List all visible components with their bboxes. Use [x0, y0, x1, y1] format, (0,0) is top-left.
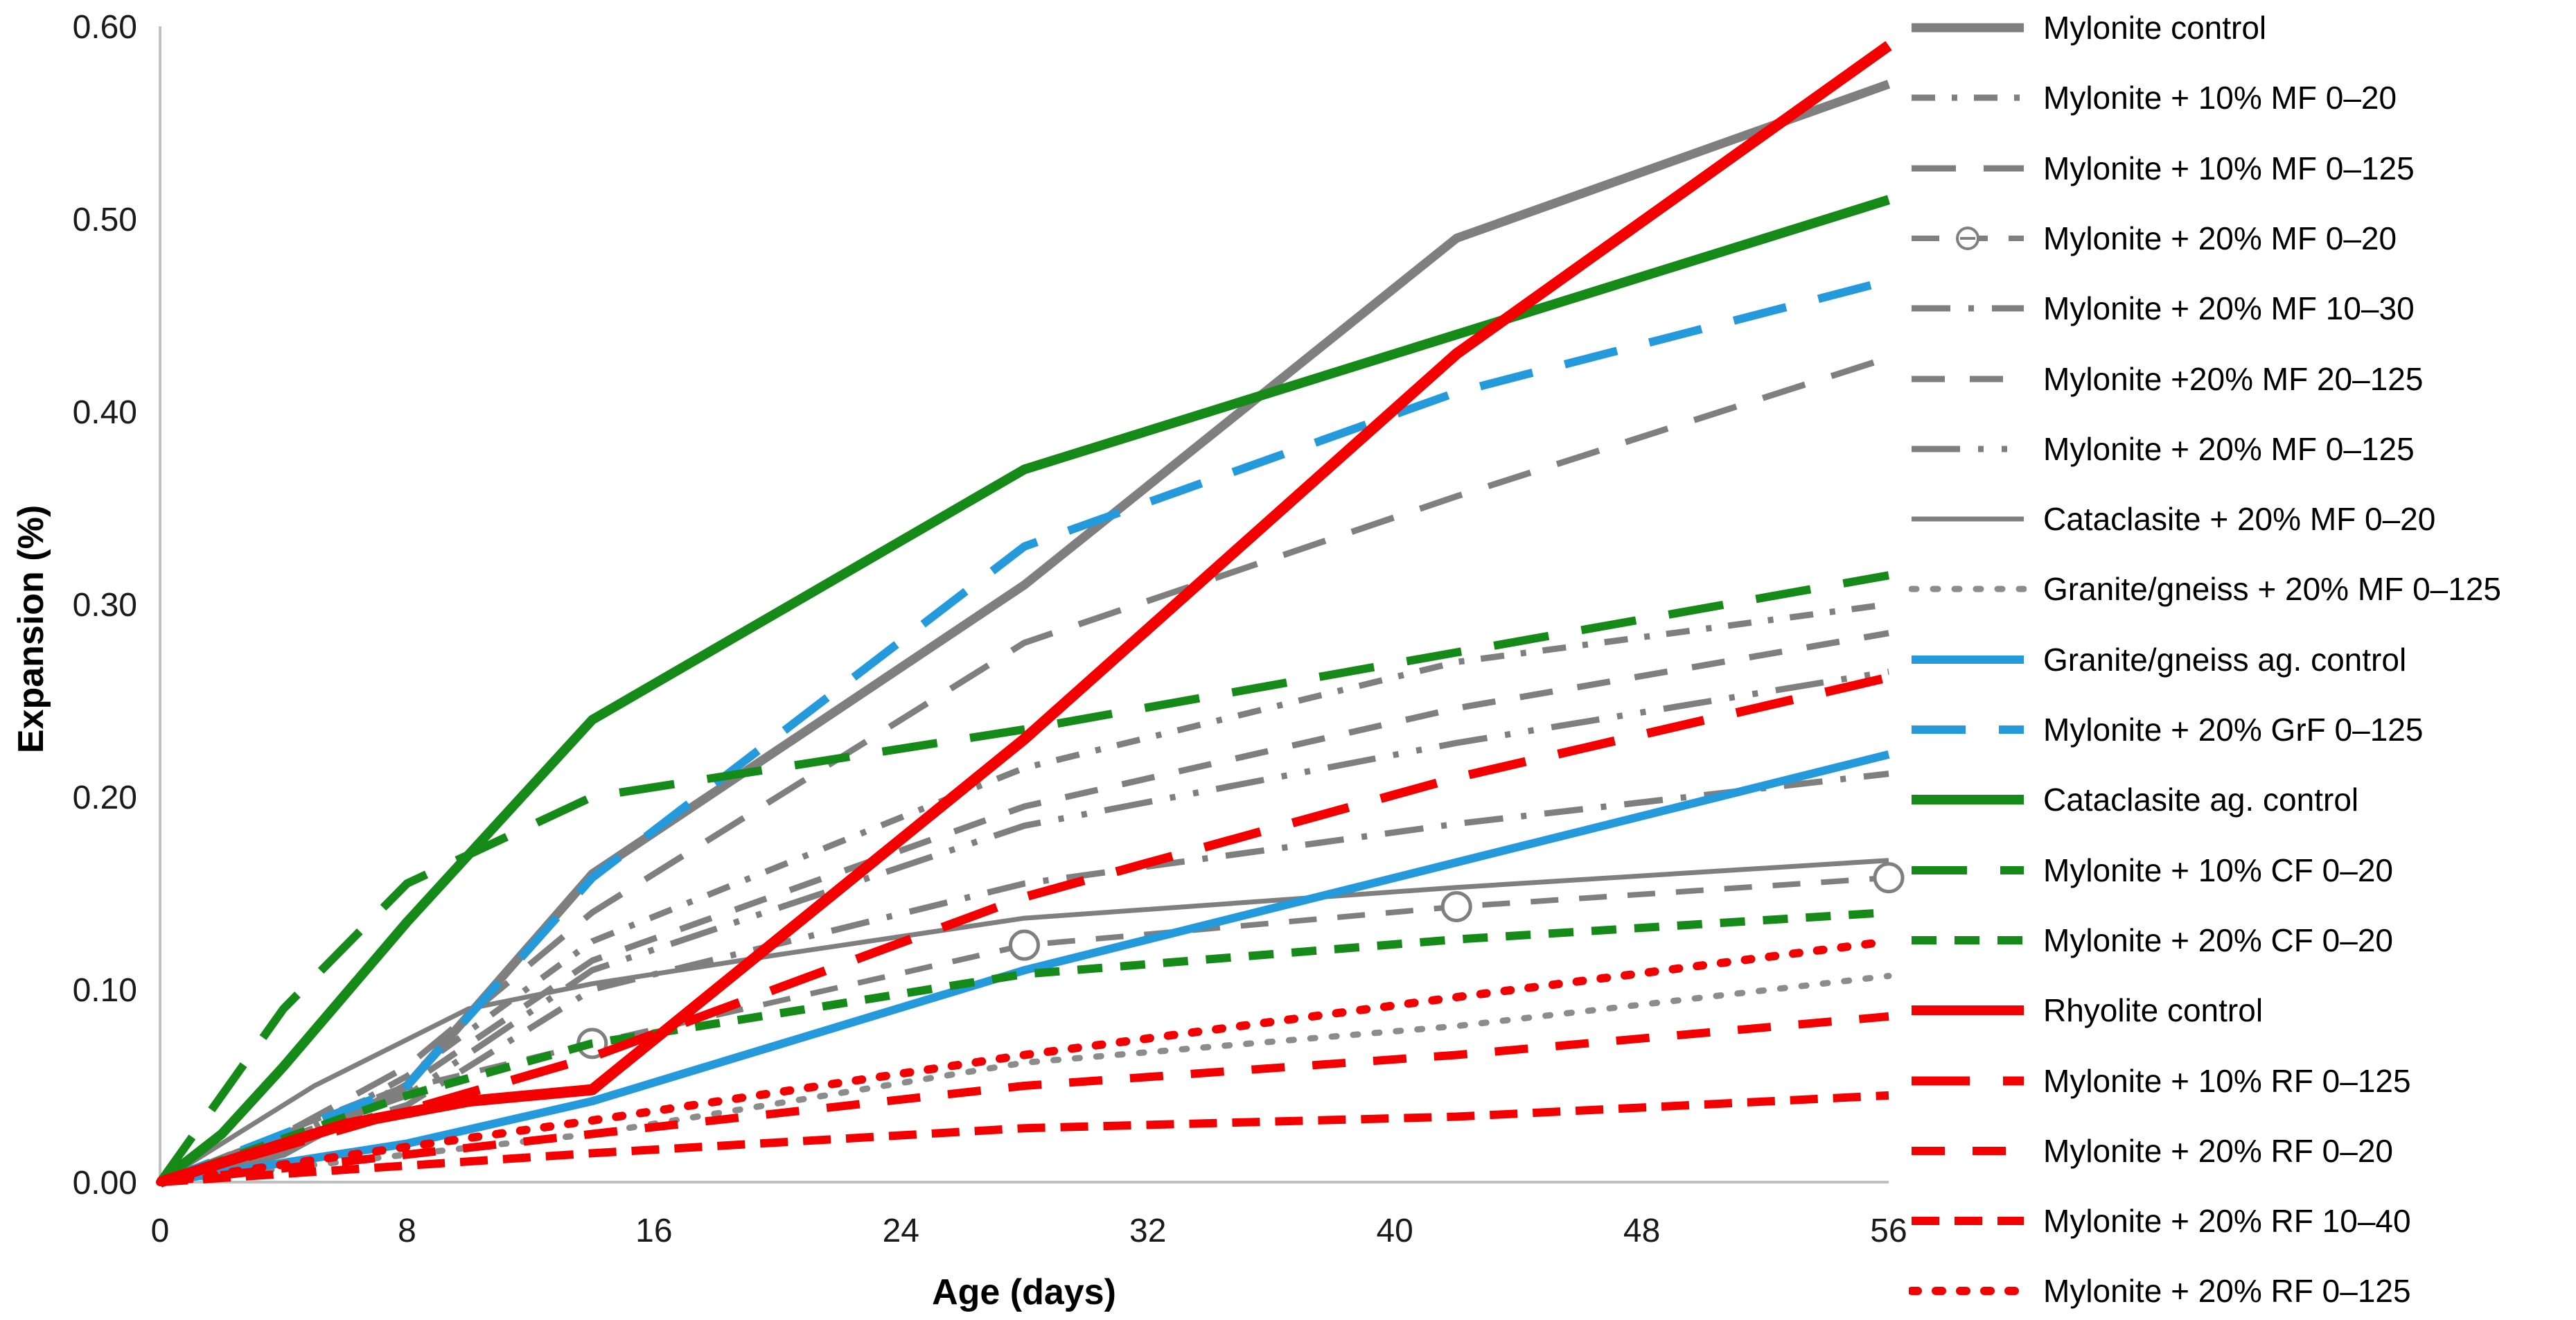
series-line-13: [159, 908, 1889, 1186]
y-tick-label: 0.40: [73, 394, 137, 431]
y-tick-label: 0.30: [73, 587, 137, 624]
series-line-16: [159, 1012, 1889, 1186]
series-line-7: [159, 858, 1889, 1184]
series-line-6: [159, 668, 1889, 1186]
series-line-11: [157, 195, 1891, 1186]
y-tick-label: 0.10: [73, 972, 137, 1009]
y-tick-label: 0.50: [73, 202, 137, 238]
series-line-3: [159, 874, 1889, 1185]
series-line-5: [159, 630, 1889, 1186]
axes: 0.00 0.10 0.20 0.30 0.40 0.50 0.60 0 8 16 24 32 40 48…: [73, 9, 1907, 1249]
series-line-18: [156, 937, 1893, 1186]
series-line-12: [157, 571, 1890, 1185]
series-line-0: [159, 80, 1891, 1187]
series-marker-circle: [1009, 929, 1040, 961]
series-marker-circle: [1873, 862, 1905, 894]
x-tick-label: 16: [635, 1213, 672, 1249]
x-axis-title: Age (days): [932, 1272, 1116, 1312]
series-lines: [156, 41, 1905, 1188]
y-axis-title: Expansion (%): [11, 505, 51, 753]
series-marker-circle: [1440, 890, 1472, 922]
x-tick-label: 8: [398, 1213, 416, 1249]
series-line-14: [158, 41, 1892, 1188]
x-tick-label: 24: [883, 1213, 919, 1249]
x-tick-label: 48: [1623, 1213, 1660, 1249]
x-tick-label: 40: [1376, 1213, 1413, 1249]
x-tick-label: 56: [1870, 1213, 1907, 1249]
series-line-15: [159, 673, 1890, 1187]
series-line-9: [159, 750, 1890, 1186]
y-tick-label: 0.00: [73, 1165, 137, 1202]
series-line-10: [158, 276, 1890, 1186]
x-tick-label: 0: [151, 1213, 170, 1249]
x-tick-label: 32: [1129, 1213, 1166, 1249]
y-tick-label: 0.60: [73, 9, 137, 46]
y-tick-label: 0.20: [73, 780, 137, 816]
series-line-17: [159, 1091, 1889, 1186]
